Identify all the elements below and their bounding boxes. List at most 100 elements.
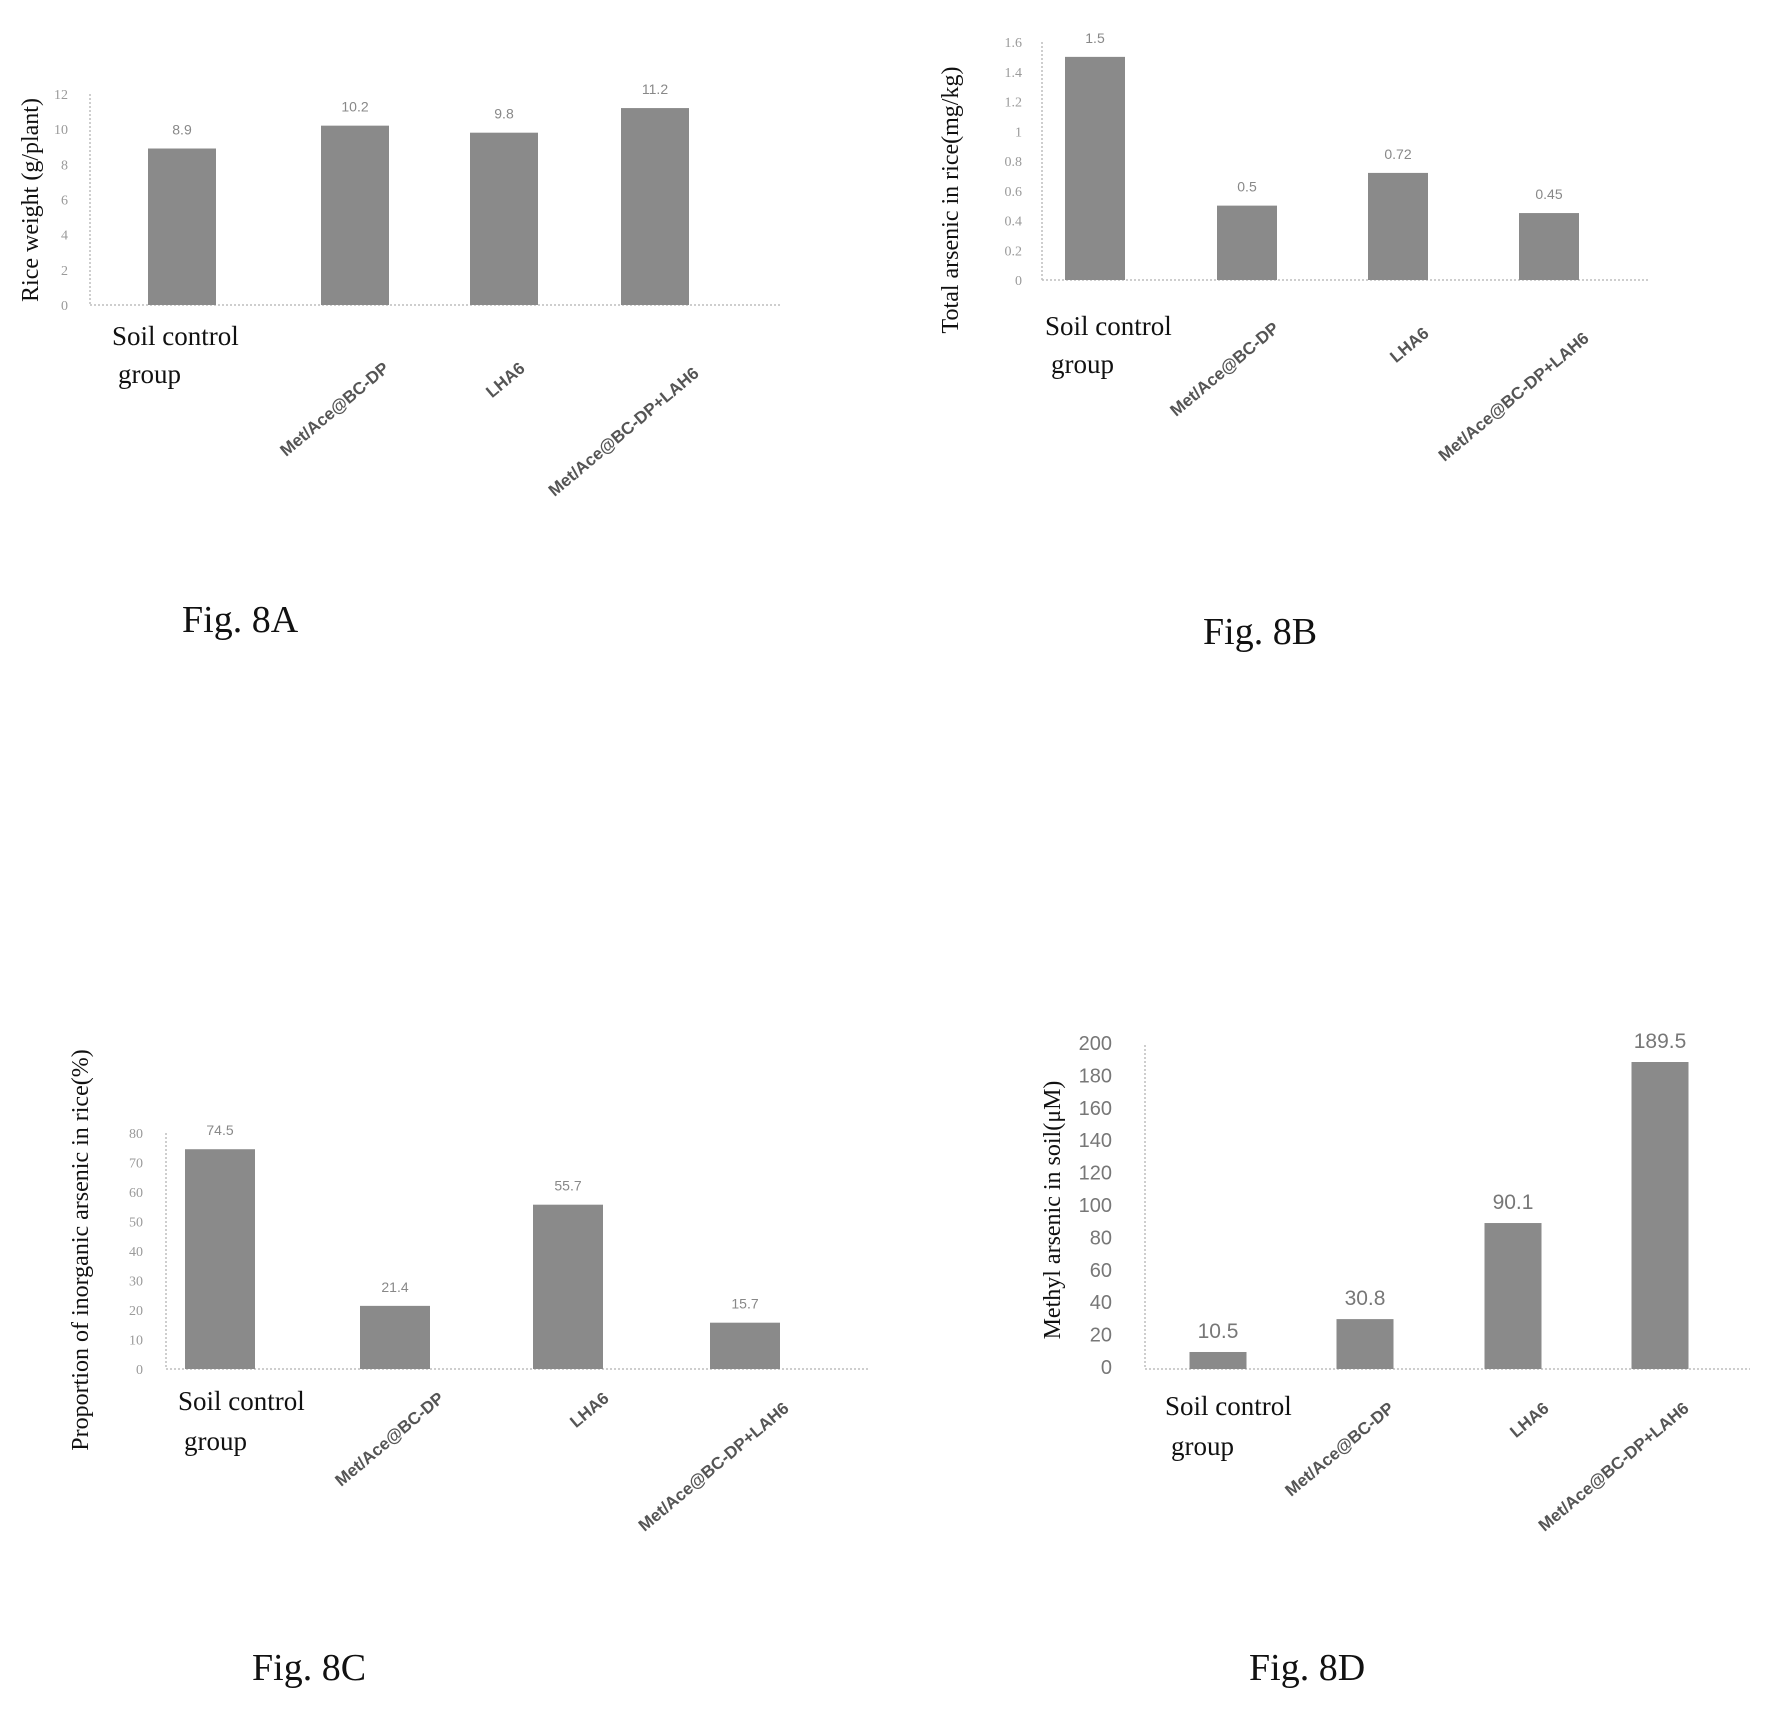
y-tick-label: 0.2: [1005, 244, 1023, 259]
y-tick-label: 40: [1090, 1292, 1112, 1314]
bar: [1368, 172, 1428, 280]
x-category-label: LHA6: [482, 359, 528, 402]
y-tick-label: 0.8: [1005, 155, 1023, 170]
x-category-label: Met/Ace@BC-DP+LAH6: [635, 1399, 793, 1536]
x-category-label-line2: group: [184, 1426, 247, 1456]
y-tick-label: 0.6: [1005, 185, 1023, 200]
data-label: 189.5: [1634, 1030, 1687, 1053]
y-tick-label: 20: [129, 1304, 143, 1319]
y-tick-label: 60: [1090, 1260, 1112, 1282]
x-category-label: Soil control: [1045, 311, 1172, 341]
y-tick-label: 8: [61, 158, 68, 173]
y-axis-label: Proportion of inorganic arsenic in rice(…: [68, 1049, 94, 1450]
data-label: 0.5: [1237, 179, 1257, 195]
y-axis-label: Total arsenic in rice(mg/kg): [938, 67, 964, 334]
x-category-label: Soil control: [1165, 1391, 1292, 1421]
y-tick-label: 0: [1101, 1357, 1112, 1379]
y-tick-label: 0: [1015, 274, 1022, 289]
chart-panel-4: 0 20 40 60 80 100 120 140 160 180 200 10.5 30.8 90.1 1…: [1040, 1030, 1750, 1689]
x-category-label: Met/Ace@BC-DP+LAH6: [1535, 1399, 1693, 1536]
y-tick-label: 160: [1079, 1098, 1112, 1120]
x-category-label: LHA6: [566, 1389, 612, 1432]
y-tick-label: 2: [61, 264, 68, 279]
x-category-label: Soil control: [178, 1386, 305, 1416]
x-category-label: Soil control: [112, 321, 239, 351]
y-tick-label: 4: [61, 229, 68, 244]
x-category-label: Met/Ace@BC-DP: [331, 1389, 447, 1491]
y-tick-label: 1.4: [1005, 66, 1023, 81]
x-category-label: LHA6: [1506, 1399, 1552, 1442]
y-tick-label: 20: [1090, 1325, 1112, 1347]
data-label: 15.7: [731, 1296, 758, 1312]
bar: [185, 1149, 255, 1369]
bar: [710, 1322, 780, 1369]
bar: [1519, 213, 1579, 280]
y-tick-label: 10: [54, 123, 68, 138]
x-category-label-line2: group: [1051, 349, 1114, 379]
data-label: 8.9: [172, 122, 192, 138]
bar: [321, 125, 389, 306]
chart-panel-3: 0 10 20 30 40 50 60 70 80 74.5 21.4 55.7 15.7 Proport…: [68, 1049, 870, 1689]
data-label: 55.7: [554, 1178, 581, 1194]
y-tick-label: 10: [129, 1334, 143, 1349]
chart-panel-1: 0 2 4 6 8 10 12 8.9 10.2 9.8 11.2 Rice weight (g/pl…: [18, 81, 780, 641]
y-tick-label: 80: [1090, 1227, 1112, 1249]
data-label: 11.2: [642, 81, 668, 97]
y-tick-label: 120: [1079, 1163, 1112, 1185]
y-tick-label: 70: [129, 1157, 143, 1172]
y-tick-label: 180: [1079, 1065, 1112, 1087]
bar: [148, 148, 216, 305]
y-tick-label: 12: [54, 88, 68, 103]
bar: [1217, 205, 1277, 280]
y-tick-label: 6: [61, 194, 68, 209]
bar: [1631, 1062, 1689, 1369]
data-label: 74.5: [206, 1122, 233, 1138]
bar: [360, 1305, 430, 1369]
y-tick-label: 80: [129, 1127, 143, 1142]
y-tick-label: 50: [129, 1216, 143, 1231]
x-category-label-line2: group: [118, 359, 181, 389]
figure-caption: Fig. 8B: [1203, 611, 1317, 653]
y-tick-label: 1.6: [1005, 36, 1023, 51]
data-label: 10.2: [341, 99, 368, 115]
x-category-label: Met/Ace@BC-DP: [1166, 319, 1282, 421]
data-label: 9.8: [494, 106, 514, 122]
y-tick-label: 1.2: [1005, 96, 1023, 111]
x-category-label: Met/Ace@BC-DP+LAH6: [545, 364, 703, 501]
y-tick-label: 0.4: [1005, 215, 1023, 230]
y-tick-label: 40: [129, 1245, 143, 1260]
bar: [1189, 1351, 1247, 1369]
x-category-label: Met/Ace@BC-DP+LAH6: [1435, 329, 1593, 466]
bar: [1336, 1319, 1394, 1369]
data-label: 1.5: [1085, 30, 1105, 46]
y-axis-label: Rice weight (g/plant): [18, 98, 44, 302]
figure-caption: Fig. 8D: [1249, 1647, 1365, 1689]
bar: [621, 108, 689, 305]
bar: [1065, 56, 1125, 280]
y-tick-label: 100: [1079, 1195, 1112, 1217]
y-tick-label: 0: [61, 299, 68, 314]
y-tick-label: 1: [1015, 125, 1022, 140]
y-tick-label: 60: [129, 1186, 143, 1201]
data-label: 21.4: [381, 1279, 408, 1295]
data-label: 10.5: [1198, 1320, 1239, 1343]
x-category-label: Met/Ace@BC-DP: [1281, 1399, 1397, 1501]
data-label: 0.45: [1535, 186, 1562, 202]
x-category-label-line2: group: [1171, 1431, 1234, 1461]
y-axis-label: Methyl arsenic in soil(μM): [1040, 1081, 1066, 1340]
figure-caption: Fig. 8A: [182, 599, 299, 641]
y-tick-label: 30: [129, 1275, 143, 1290]
data-label: 90.1: [1493, 1191, 1534, 1214]
y-tick-label: 140: [1079, 1130, 1112, 1152]
data-label: 30.8: [1345, 1287, 1386, 1310]
bar: [533, 1204, 603, 1369]
y-tick-label: 200: [1079, 1033, 1112, 1055]
x-category-label: Met/Ace@BC-DP: [276, 359, 392, 461]
data-label: 0.72: [1384, 146, 1411, 162]
figure-caption: Fig. 8C: [252, 1647, 366, 1689]
bar: [470, 132, 538, 305]
bar: [1484, 1223, 1542, 1369]
chart-panel-2: 0 0.2 0.4 0.6 0.8 1 1.2 1.4 1.6 1.5 0.5 0.72 0.45 Tot…: [938, 30, 1650, 653]
x-category-label: LHA6: [1386, 324, 1432, 367]
